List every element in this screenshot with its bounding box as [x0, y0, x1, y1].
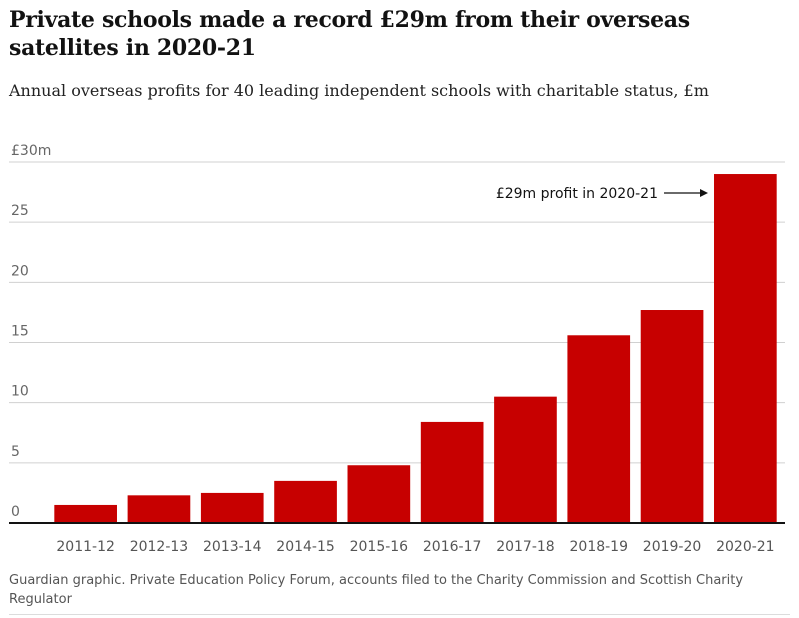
chart-title: Private schools made a record £29m from … — [9, 7, 690, 61]
y-tick-label: 10 — [11, 384, 29, 400]
bar — [127, 495, 191, 523]
x-tick-label: 2017-18 — [496, 539, 555, 555]
bar — [54, 504, 117, 523]
y-tick-label: 0 — [11, 504, 20, 520]
x-tick-label: 2015-16 — [350, 539, 409, 555]
bar — [347, 465, 411, 523]
bar — [714, 174, 777, 523]
bar — [640, 310, 704, 523]
bar — [274, 480, 337, 523]
y-tick-label: £30m — [11, 143, 51, 159]
x-tick-label: 2018-19 — [570, 539, 629, 555]
y-tick-label: 25 — [11, 203, 29, 219]
x-tick-label: 2014-15 — [276, 539, 335, 555]
x-tick-label: 2012-13 — [130, 539, 189, 555]
x-tick-label: 2019-20 — [643, 539, 702, 555]
y-tick-label: 20 — [11, 263, 29, 279]
x-tick-label: 2011-12 — [56, 539, 115, 555]
x-tick-label: 2013-14 — [203, 539, 262, 555]
bar — [420, 421, 484, 523]
bottom-divider — [9, 614, 790, 615]
annotation-label: £29m profit in 2020-21 — [496, 186, 658, 202]
bar — [567, 335, 631, 523]
y-tick-label: 15 — [11, 324, 29, 340]
y-tick-label: 5 — [11, 444, 20, 460]
bar — [200, 492, 264, 523]
bar-chart: 0 5 10 15 20 25 £30m 2011-12 2012-13 2013-14 2014-… — [9, 143, 785, 555]
bar — [494, 396, 557, 523]
chart-subtitle: Annual overseas profits for 40 leading i… — [9, 81, 709, 100]
x-tick-label: 2016-17 — [423, 539, 482, 555]
source-note: Guardian graphic. Private Education Poli… — [9, 573, 744, 607]
x-tick-label: 2020-21 — [716, 539, 775, 555]
annotation-arrowhead — [700, 189, 709, 198]
